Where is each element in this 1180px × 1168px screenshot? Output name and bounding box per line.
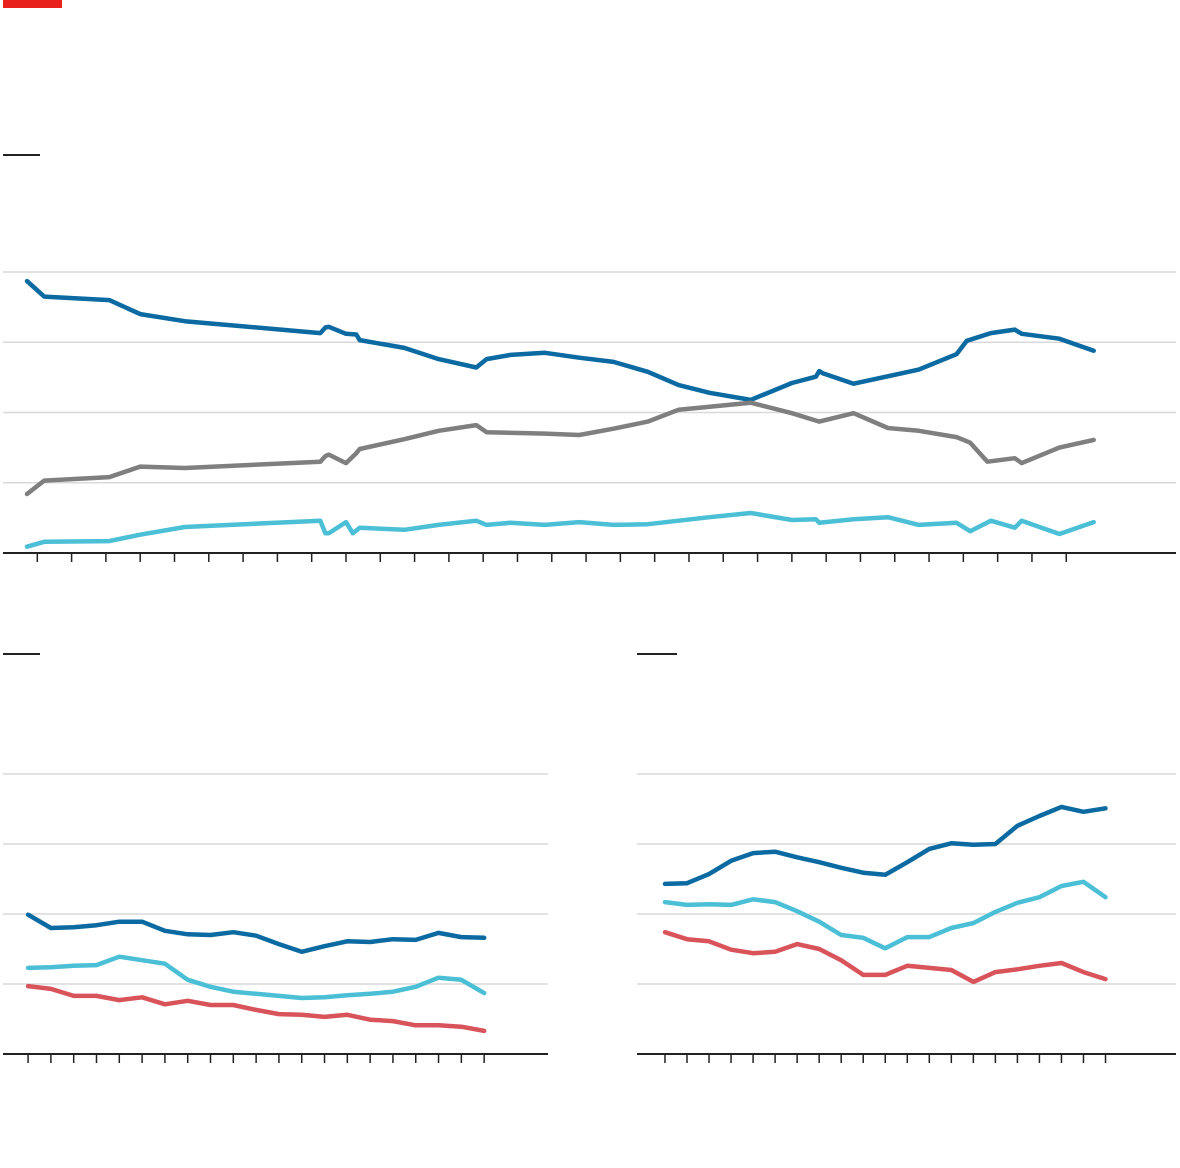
series-line bbox=[24, 400, 1096, 497]
series-line bbox=[662, 879, 1108, 951]
series-line bbox=[25, 954, 487, 1001]
brand-bar bbox=[3, 0, 62, 8]
series-line bbox=[25, 983, 487, 1034]
series-line bbox=[24, 278, 1096, 403]
series-line bbox=[662, 929, 1108, 985]
series-line bbox=[25, 912, 487, 955]
series-line bbox=[662, 804, 1108, 887]
series-line bbox=[24, 510, 1096, 549]
